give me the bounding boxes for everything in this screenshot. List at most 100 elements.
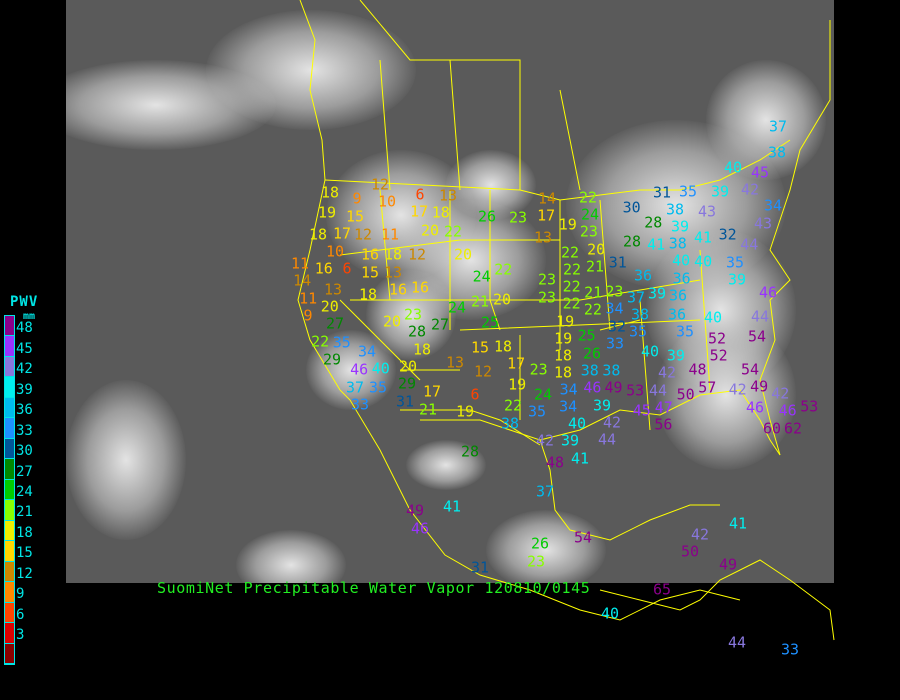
station-pwv-value: 19 — [317, 203, 337, 222]
station-pwv-value: 43 — [753, 214, 773, 233]
legend-swatch — [5, 623, 14, 644]
station-pwv-value: 23 — [537, 270, 557, 289]
station-pwv-value: 23 — [537, 288, 557, 307]
station-pwv-value: 28 — [460, 442, 480, 461]
station-pwv-value: 33 — [605, 334, 625, 353]
legend-tick-label: 36 — [16, 402, 33, 419]
station-pwv-value: 57 — [698, 378, 717, 397]
station-pwv-value: 35 — [628, 322, 648, 341]
station-pwv-value: 65 — [652, 580, 672, 599]
station-pwv-value: 20 — [398, 357, 418, 376]
station-pwv-value: 12 — [473, 362, 493, 381]
station-pwv-value: 34 — [559, 397, 578, 416]
station-pwv-value: 38 — [767, 143, 787, 162]
station-pwv-value: 39 — [727, 270, 747, 289]
legend-tick-label: 15 — [16, 545, 33, 562]
legend-tick-label: 48 — [16, 320, 33, 337]
legend-swatch — [5, 438, 14, 460]
station-pwv-value: 31 — [395, 392, 415, 411]
station-pwv-value: 54 — [573, 528, 593, 547]
station-pwv-value: 34 — [605, 299, 624, 318]
station-pwv-value: 44 — [740, 235, 759, 254]
station-pwv-value: 19 — [558, 215, 577, 234]
legend-swatch — [5, 500, 14, 521]
station-pwv-value: 50 — [680, 542, 700, 561]
legend-swatch — [5, 356, 14, 378]
station-pwv-value: 23 — [605, 282, 624, 301]
station-pwv-value: 6 — [470, 385, 480, 404]
station-pwv-value: 35 — [678, 182, 698, 201]
station-pwv-value: 24 — [472, 267, 491, 286]
legend-tick-label: 3 — [16, 627, 25, 644]
station-pwv-value: 50 — [676, 385, 695, 404]
station-pwv-value: 60 — [762, 419, 782, 438]
station-pwv-value: 18 — [412, 340, 432, 359]
station-pwv-value: 40 — [703, 308, 723, 327]
atlantic-coastline — [759, 20, 831, 456]
station-pwv-value: 22 — [562, 294, 581, 313]
station-pwv-value: 35 — [527, 402, 547, 421]
station-pwv-value: 14 — [537, 189, 557, 208]
station-pwv-value: 48 — [545, 453, 565, 472]
station-pwv-value: 28 — [407, 322, 427, 341]
station-pwv-value: 10 — [325, 242, 345, 261]
station-pwv-value: 44 — [727, 633, 747, 652]
station-pwv-value: 22 — [583, 300, 602, 319]
station-pwv-value: 29 — [397, 374, 417, 393]
station-pwv-value: 22 — [503, 396, 523, 415]
legend-swatch — [5, 582, 14, 603]
station-pwv-value: 40 — [672, 251, 691, 270]
station-pwv-value: 11 — [299, 289, 318, 308]
station-pwv-value: 35 — [675, 322, 695, 341]
station-pwv-value: 52 — [709, 346, 728, 365]
map-title: SuomiNet Precipitable Water Vapor 120810… — [157, 579, 591, 597]
station-pwv-value: 46 — [350, 360, 369, 379]
station-pwv-value: 21 — [585, 257, 605, 276]
station-pwv-value: 12 — [407, 245, 427, 264]
station-pwv-value: 42 — [728, 380, 747, 399]
station-pwv-value: 18 — [320, 183, 340, 202]
station-pwv-value: 11 — [290, 254, 310, 273]
station-pwv-value: 9 — [303, 306, 313, 325]
station-pwv-value: 46 — [758, 283, 778, 302]
station-pwv-value: 39 — [647, 284, 667, 303]
station-pwv-value: 12 — [370, 175, 390, 194]
station-pwv-value: 62 — [783, 419, 803, 438]
station-pwv-value: 24 — [580, 205, 600, 224]
gulf-north-coast — [539, 389, 781, 456]
station-pwv-value: 49 — [405, 501, 425, 520]
station-pwv-value: 6 — [342, 259, 352, 278]
legend-swatch — [5, 520, 14, 542]
station-pwv-value: 46 — [583, 378, 602, 397]
station-pwv-value: 27 — [430, 315, 450, 334]
station-pwv-value: 18 — [308, 225, 328, 244]
station-pwv-value: 34 — [559, 380, 578, 399]
station-pwv-value: 22 — [562, 277, 581, 296]
legend-title: PWV — [10, 294, 39, 310]
station-pwv-value: 44 — [750, 307, 770, 326]
station-pwv-value: 46 — [745, 398, 765, 417]
station-pwv-value: 53 — [800, 397, 819, 416]
station-pwv-value: 42 — [740, 180, 760, 199]
station-pwv-value: 20 — [382, 312, 402, 331]
station-pwv-value: 38 — [665, 200, 685, 219]
station-pwv-value: 38 — [602, 361, 621, 380]
station-pwv-value: 46 — [410, 519, 430, 538]
station-pwv-value: 23 — [508, 208, 528, 227]
pwv-color-scale — [4, 315, 15, 665]
station-pwv-value: 43 — [697, 202, 717, 221]
station-pwv-value: 37 — [626, 288, 646, 307]
station-pwv-value: 48 — [688, 360, 707, 379]
station-pwv-value: 22 — [578, 188, 598, 207]
station-pwv-value: 17 — [507, 354, 526, 373]
legend-tick-label: 30 — [16, 443, 33, 460]
station-pwv-value: 35 — [332, 333, 351, 352]
legend-swatch — [5, 541, 14, 562]
legend-tick-label: 42 — [16, 361, 33, 378]
station-pwv-value: 33 — [780, 640, 800, 659]
legend-swatch — [5, 397, 14, 419]
legend-swatch — [5, 643, 14, 664]
station-pwv-value: 13 — [445, 353, 465, 372]
canada-border — [324, 139, 791, 201]
